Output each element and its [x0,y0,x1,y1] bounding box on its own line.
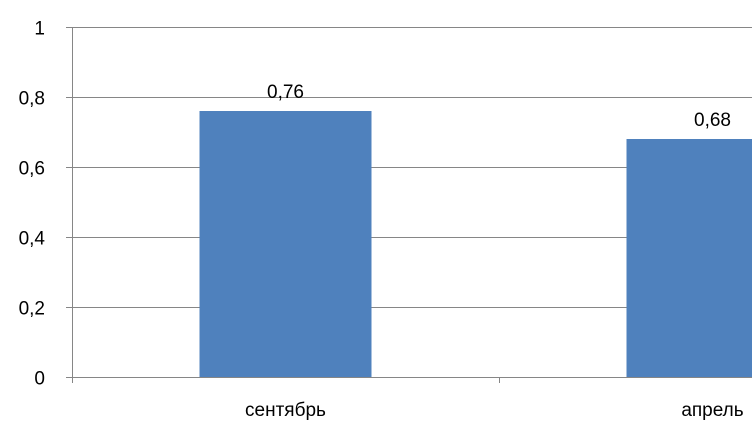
y-tick-label: 0 [34,369,45,390]
y-tick-label: 0,8 [19,89,45,110]
y-tick-label: 0,2 [19,299,45,320]
data-label: 0,68 [694,110,731,131]
data-label: 0,76 [267,82,304,103]
category-label: сентябрь [245,400,326,421]
y-tick-label: 0,4 [19,229,46,250]
axes [66,27,752,383]
bar [626,139,752,377]
y-tick-label: 0,6 [19,159,45,180]
category-label: апрель [681,400,743,421]
y-tick-labels: 0 0,2 0,4 0,6 0,8 1 [19,19,46,390]
x-tick-labels: сентябрь апрель [245,400,744,421]
y-tick-label: 1 [34,19,45,40]
bars [199,111,752,377]
data-labels: 0,76 0,68 [267,82,731,131]
bar [199,111,372,377]
